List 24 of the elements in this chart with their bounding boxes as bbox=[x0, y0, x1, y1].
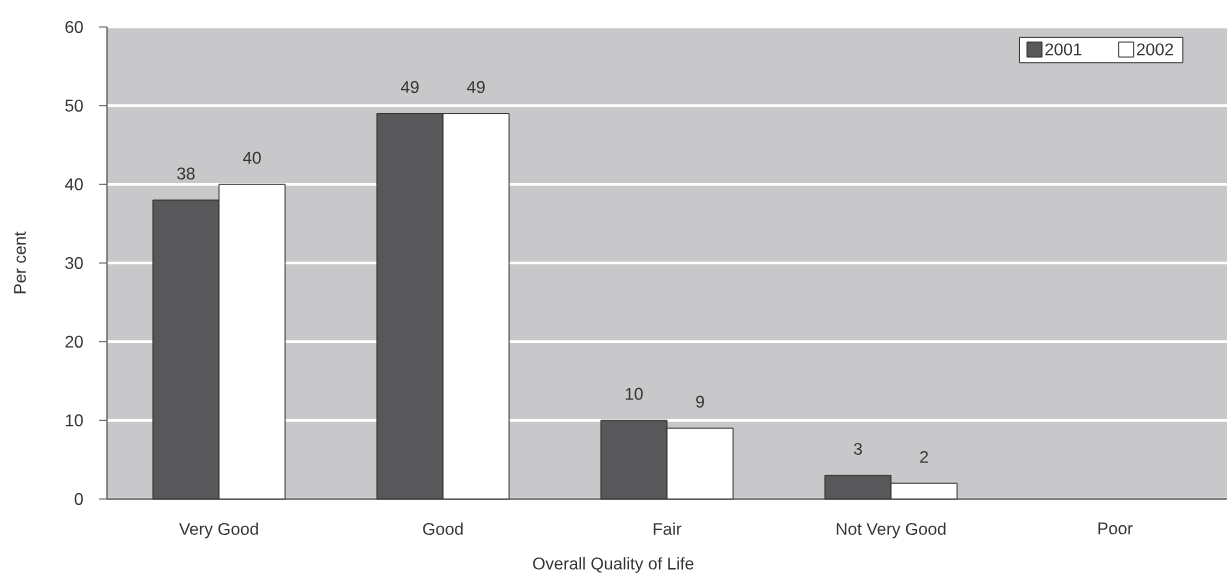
x-tick-label: Fair bbox=[653, 522, 682, 535]
y-tick-label: 10 bbox=[65, 414, 83, 427]
data-label: 40 bbox=[243, 151, 261, 164]
x-axis-title: Overall Quality of Life bbox=[533, 557, 694, 573]
x-tick-label: Not Very Good bbox=[836, 522, 946, 539]
y-tick-label: 40 bbox=[65, 178, 83, 191]
y-tick-label: 0 bbox=[74, 493, 83, 505]
y-tick-label: 60 bbox=[65, 21, 83, 33]
data-label: 49 bbox=[467, 81, 485, 94]
y-tick-label: 50 bbox=[65, 99, 83, 112]
data-label: 10 bbox=[625, 387, 643, 400]
y-tick-label: 20 bbox=[65, 335, 83, 348]
legend-label: 2001 bbox=[1045, 43, 1082, 56]
legend-label: 2002 bbox=[1137, 43, 1173, 56]
y-axis-title: Per cent bbox=[14, 231, 26, 294]
y-tick-label: 30 bbox=[65, 257, 83, 269]
x-tick-label: Good bbox=[423, 522, 463, 535]
data-label: 38 bbox=[177, 167, 195, 180]
x-tick-label: Very Good bbox=[179, 522, 258, 539]
data-label: 49 bbox=[400, 81, 419, 94]
x-tick-label: Poor bbox=[1098, 522, 1133, 535]
data-label: 3 bbox=[853, 442, 862, 455]
data-label: 9 bbox=[696, 395, 704, 408]
data-label: 2 bbox=[920, 450, 928, 463]
